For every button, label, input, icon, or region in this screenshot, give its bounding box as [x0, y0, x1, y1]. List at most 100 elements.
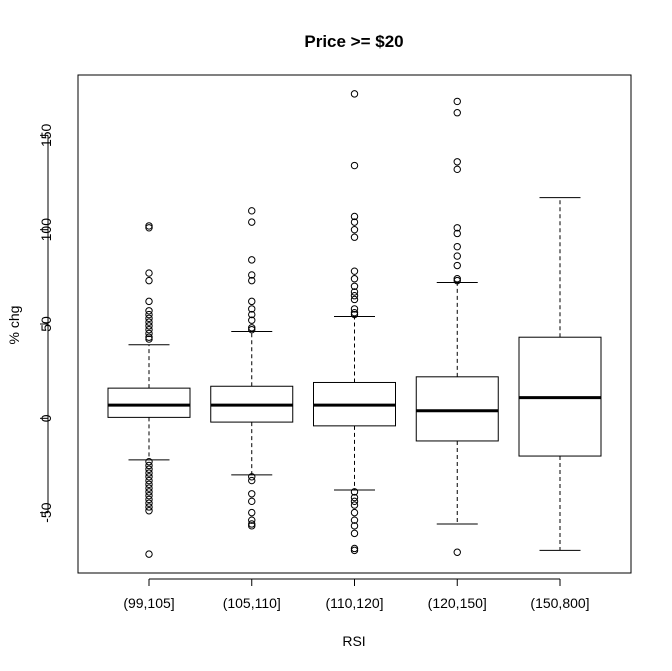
outlier-point [350, 516, 359, 524]
outlier-point [350, 218, 359, 226]
outlier-point [350, 305, 359, 313]
outlier-point [453, 275, 461, 283]
y-tick-label: 50 [38, 316, 54, 332]
outlier-point [248, 508, 256, 517]
outlier-point [453, 276, 461, 285]
outlier-point [248, 473, 256, 481]
outlier-point [248, 218, 256, 226]
outlier-point [248, 297, 256, 306]
outlier-point [350, 497, 359, 506]
outlier-point [248, 490, 256, 498]
outlier-point [350, 546, 359, 555]
x-tick-label: (105,110] [223, 595, 281, 611]
y-tick-label: 150 [38, 123, 54, 147]
outlier-point [248, 305, 256, 313]
outlier-point [350, 233, 359, 241]
outlier-point [145, 335, 153, 343]
x-tick-label: (120,150] [428, 595, 487, 611]
outlier-point [350, 493, 359, 502]
y-axis-label: % chg [6, 306, 22, 345]
outlier-point [453, 261, 461, 270]
outlier-point [350, 267, 359, 275]
outlier-point [350, 295, 359, 304]
outlier-point [350, 508, 359, 517]
outlier-point [248, 516, 256, 524]
box [107, 387, 191, 418]
outlier-point [145, 480, 153, 489]
outlier-point [145, 495, 153, 504]
plot-area: -50 0 50 100 150 (99,105] (105,110] (110,120] (1… [38, 74, 632, 611]
outlier-point [145, 484, 153, 492]
x-tick-label: (99,105] [123, 595, 174, 611]
outlier-point [145, 297, 153, 306]
outlier-point [350, 488, 359, 496]
outlier-point [248, 522, 256, 530]
outlier-point [145, 333, 153, 341]
y-tick-label: 100 [38, 218, 54, 242]
outlier-point [453, 224, 461, 232]
outlier-point [145, 322, 153, 330]
outlier-point [248, 256, 256, 264]
plot-frame [77, 74, 632, 574]
outlier-point [145, 458, 153, 466]
outlier-point [248, 310, 256, 319]
outlier-point [248, 324, 256, 332]
outlier-point [248, 476, 256, 485]
outlier-point [145, 469, 153, 477]
outlier-point [453, 165, 461, 174]
outlier-point [350, 522, 359, 530]
outlier-point [145, 476, 153, 485]
outlier-point [145, 329, 153, 338]
outlier-point [248, 497, 256, 506]
outlier-point [350, 288, 359, 296]
outlier-point [248, 276, 256, 285]
outlier-point [350, 501, 359, 509]
outlier-point [350, 308, 359, 317]
outlier-point [145, 465, 153, 473]
y-tick-label: 0 [38, 414, 54, 422]
outlier-point [453, 548, 461, 556]
outlier-point [145, 488, 153, 496]
outlier-point [350, 292, 359, 300]
outlier-point [145, 461, 153, 470]
outlier-point [350, 212, 359, 221]
outlier-point [248, 271, 256, 279]
outlier-point [145, 269, 153, 277]
outlier-point [248, 207, 256, 215]
x-axis-label: RSI [342, 633, 365, 649]
x-tick-label: (110,120] [325, 595, 383, 611]
outlier-point [453, 158, 461, 166]
outlier-point [145, 318, 153, 326]
outlier-point [453, 252, 461, 260]
outlier-point [145, 314, 153, 323]
outlier-point [350, 282, 359, 290]
outlier-point [145, 491, 153, 500]
outlier-point [453, 242, 461, 251]
x-tick-label: (150,800] [530, 595, 589, 611]
outlier-point [350, 544, 359, 553]
outlier-point [453, 97, 461, 106]
outlier-point [350, 275, 359, 283]
outlier-point [145, 507, 153, 515]
outlier-point [350, 310, 359, 319]
outlier-point [248, 316, 256, 324]
outlier-point [350, 90, 359, 98]
outlier-point [453, 229, 461, 238]
chart-title: Price >= $20 [304, 32, 403, 51]
outlier-point [350, 529, 359, 538]
outlier-point [145, 276, 153, 285]
outlier-point [145, 310, 153, 319]
outlier-point [350, 161, 359, 170]
outlier-point [145, 473, 153, 481]
outlier-point [145, 499, 153, 507]
outlier-point [248, 325, 256, 334]
box [415, 376, 499, 442]
outlier-point [145, 503, 153, 511]
outlier-point [145, 325, 153, 334]
y-tick-label: -50 [38, 502, 54, 522]
outlier-point [145, 550, 153, 558]
outlier-point [145, 307, 153, 315]
outlier-point [145, 222, 153, 230]
